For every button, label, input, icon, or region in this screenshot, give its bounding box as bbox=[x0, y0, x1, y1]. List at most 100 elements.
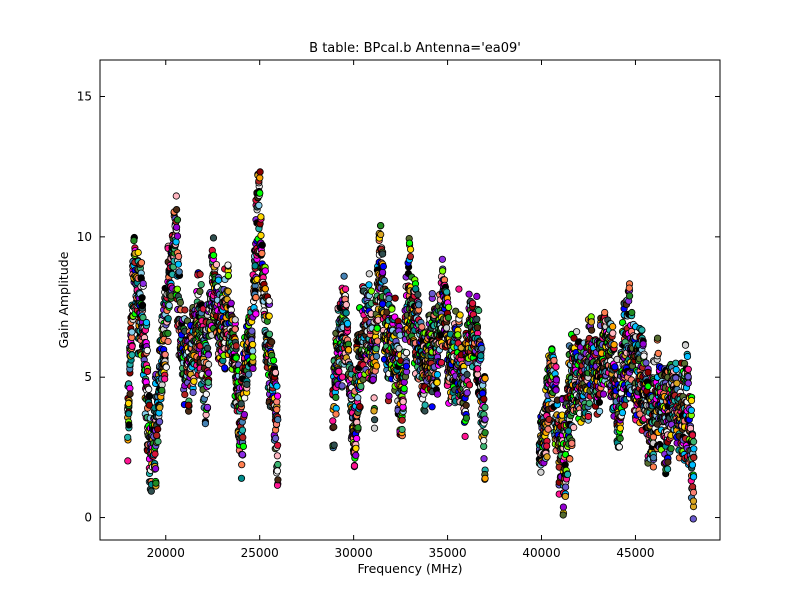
data-point bbox=[125, 410, 133, 418]
data-point bbox=[257, 231, 265, 239]
data-point bbox=[673, 379, 681, 387]
data-point bbox=[204, 378, 212, 386]
data-point bbox=[481, 403, 489, 411]
data-point bbox=[455, 285, 463, 293]
data-point bbox=[354, 424, 362, 432]
data-point bbox=[126, 390, 134, 398]
data-point bbox=[399, 398, 407, 406]
data-point bbox=[249, 353, 257, 361]
data-point bbox=[610, 341, 618, 349]
data-point bbox=[683, 352, 692, 361]
data-point bbox=[152, 479, 160, 487]
data-point bbox=[443, 288, 451, 296]
data-point bbox=[139, 313, 147, 322]
data-point bbox=[599, 390, 608, 398]
data-point bbox=[165, 301, 173, 309]
data-point bbox=[252, 293, 260, 302]
data-point bbox=[566, 455, 574, 463]
data-point bbox=[689, 497, 698, 505]
data-point bbox=[335, 367, 343, 375]
data-point bbox=[204, 351, 212, 359]
data-point bbox=[252, 310, 260, 318]
data-point bbox=[153, 431, 161, 439]
data-point bbox=[273, 467, 281, 475]
data-point bbox=[370, 424, 379, 432]
data-point bbox=[190, 377, 198, 385]
data-point bbox=[181, 306, 189, 314]
data-point bbox=[130, 237, 138, 245]
data-point bbox=[402, 362, 411, 370]
data-point bbox=[239, 442, 247, 450]
x-axis-title: Frequency (MHz) bbox=[357, 561, 462, 576]
data-point bbox=[265, 330, 274, 338]
data-point bbox=[548, 346, 556, 354]
data-point bbox=[559, 503, 568, 511]
data-point bbox=[152, 465, 160, 473]
data-point bbox=[372, 352, 381, 360]
data-point bbox=[332, 410, 340, 418]
data-point bbox=[663, 465, 672, 473]
data-point bbox=[480, 437, 488, 445]
data-point bbox=[189, 388, 197, 397]
data-point bbox=[196, 287, 204, 295]
data-point bbox=[481, 374, 489, 382]
data-point bbox=[370, 416, 379, 424]
data-point bbox=[561, 483, 570, 491]
data-point bbox=[480, 455, 488, 463]
data-point bbox=[444, 314, 452, 322]
data-point bbox=[329, 417, 337, 425]
data-point bbox=[224, 261, 232, 269]
data-point bbox=[238, 426, 247, 434]
data-point bbox=[354, 394, 362, 402]
data-point bbox=[433, 370, 441, 379]
data-point bbox=[438, 255, 446, 263]
data-point bbox=[380, 276, 388, 285]
data-point bbox=[173, 216, 182, 224]
data-point bbox=[367, 287, 375, 295]
data-point bbox=[256, 174, 264, 182]
data-point bbox=[687, 406, 696, 414]
data-point bbox=[273, 392, 282, 400]
data-point bbox=[273, 398, 281, 406]
data-point bbox=[473, 324, 481, 332]
data-point bbox=[370, 394, 378, 402]
data-point bbox=[690, 453, 698, 462]
data-point bbox=[378, 250, 387, 258]
data-point bbox=[248, 327, 256, 335]
data-point bbox=[175, 268, 183, 276]
data-point bbox=[385, 392, 393, 400]
y-tick-label: 0 bbox=[84, 511, 92, 525]
data-point bbox=[684, 379, 692, 387]
x-tick-label: 35000 bbox=[428, 546, 466, 560]
data-point bbox=[421, 407, 429, 415]
data-point bbox=[552, 386, 560, 394]
data-point bbox=[611, 363, 619, 371]
data-point bbox=[456, 311, 464, 319]
data-point bbox=[414, 290, 422, 299]
data-point bbox=[584, 412, 592, 421]
data-point bbox=[609, 329, 617, 337]
data-point bbox=[689, 488, 698, 497]
x-tick-label: 20000 bbox=[147, 546, 185, 560]
data-point bbox=[615, 443, 623, 451]
data-point bbox=[232, 342, 240, 350]
data-point bbox=[372, 362, 381, 370]
data-point bbox=[332, 393, 340, 401]
data-point bbox=[379, 262, 387, 271]
data-point bbox=[261, 285, 269, 293]
data-point bbox=[572, 328, 581, 336]
data-point bbox=[164, 329, 172, 337]
data-point bbox=[128, 328, 136, 336]
data-point bbox=[274, 415, 282, 424]
data-point bbox=[462, 414, 471, 422]
data-point bbox=[688, 431, 697, 439]
data-point bbox=[173, 223, 181, 231]
data-point bbox=[653, 334, 662, 342]
data-point bbox=[595, 398, 604, 406]
data-point bbox=[245, 370, 253, 378]
data-point bbox=[543, 442, 551, 450]
y-tick-label: 15 bbox=[77, 89, 92, 103]
data-point bbox=[258, 249, 266, 257]
data-point bbox=[690, 445, 698, 453]
data-point bbox=[162, 363, 170, 371]
